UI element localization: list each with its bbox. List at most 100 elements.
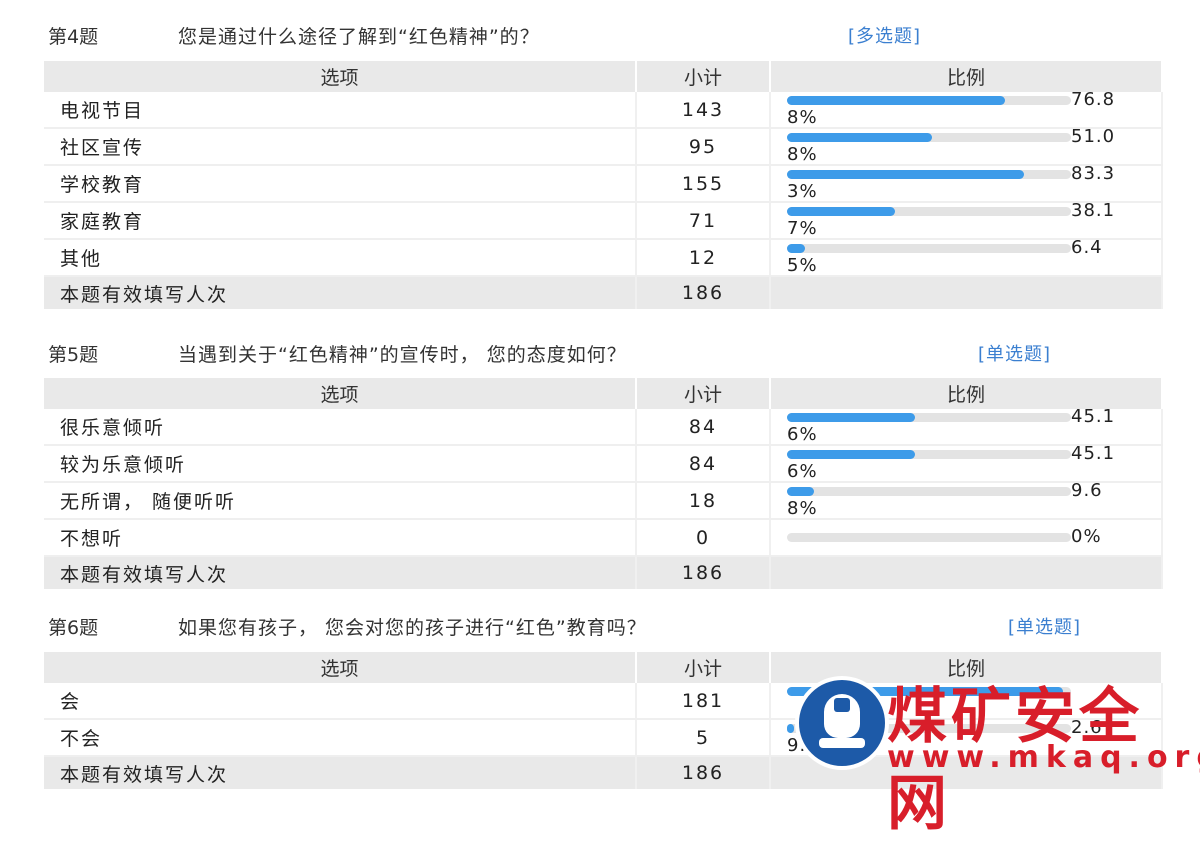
total-row: 本题有效填写人次 186	[44, 556, 1163, 589]
option-count: 84	[636, 409, 771, 446]
progress-bar-track	[787, 533, 1071, 542]
option-label: 其他	[44, 239, 637, 277]
progress-bar-fill	[787, 450, 916, 459]
question-type-label: [多选题]	[848, 26, 922, 47]
progress-bar-fill	[787, 724, 795, 733]
progress-bar-track	[787, 687, 1071, 696]
percent-bottom: 7%	[787, 218, 818, 239]
option-label: 会	[44, 683, 637, 720]
total-count: 186	[636, 276, 771, 309]
option-count: 12	[636, 239, 771, 277]
percent-top: 76.8	[1071, 89, 1116, 110]
percent-bottom: 8%	[787, 144, 818, 165]
ratio-cell: 0%	[770, 519, 1163, 557]
progress-bar-fill	[787, 170, 1024, 179]
question-number: 第4题	[48, 26, 99, 48]
table-row: 社区宣传 95 51.0 8%	[44, 126, 1163, 166]
ratio-cell: 76.8 8%	[770, 89, 1163, 129]
option-count: 5	[636, 719, 771, 757]
column-header-count: 小计	[636, 378, 771, 409]
ratio-cell: 45.1 6%	[770, 406, 1163, 446]
total-label: 本题有效填写人次	[44, 556, 637, 589]
question-text: 当遇到关于“红色精神”的宣传时， 您的态度如何？	[178, 344, 627, 366]
column-header-count: 小计	[636, 61, 771, 92]
total-label: 本题有效填写人次	[44, 756, 637, 789]
percent-bottom: 6%	[787, 424, 818, 445]
total-ratio-cell	[770, 556, 1163, 589]
percent-bottom: 8%	[787, 498, 818, 519]
option-count: 143	[636, 92, 771, 129]
percent-top: 38.1	[1071, 200, 1116, 221]
progress-bar-track	[787, 450, 1071, 459]
total-label: 本题有效填写人次	[44, 276, 637, 309]
question-number: 第6题	[48, 617, 99, 639]
option-count: 84	[636, 445, 771, 483]
progress-bar-fill	[787, 96, 1006, 105]
ratio-cell: 38.1 7%	[770, 200, 1163, 240]
option-label: 无所谓， 随便听听	[44, 482, 637, 520]
percent-bottom: 6%	[787, 461, 818, 482]
percent-top: 83.3	[1071, 163, 1116, 184]
percent-top: 9.6	[1071, 480, 1103, 501]
table-row: 家庭教育 71 38.1 7%	[44, 200, 1163, 240]
option-label: 不会	[44, 719, 637, 757]
column-header-option: 选项	[44, 378, 637, 409]
option-count: 71	[636, 202, 771, 240]
ratio-cell: 9.6 8%	[770, 480, 1163, 520]
progress-bar-fill	[787, 687, 1064, 696]
table-row: 学校教育 155 83.3 3%	[44, 163, 1163, 203]
column-header-ratio: 比例	[770, 378, 1163, 409]
question-text: 如果您有孩子， 您会对您的孩子进行“红色”教育吗？	[178, 617, 647, 639]
percent-top: 2.6	[1071, 717, 1103, 738]
question-4-table: 选项 小计 比例 电视节目 143 76.8 8% 社区宣传 95 51.0 8…	[44, 61, 1163, 309]
option-label: 社区宣传	[44, 128, 637, 166]
question-number: 第5题	[48, 344, 99, 366]
progress-bar-fill	[787, 487, 815, 496]
option-count: 18	[636, 482, 771, 520]
option-label: 家庭教育	[44, 202, 637, 240]
question-5-header: 第5题 当遇到关于“红色精神”的宣传时， 您的态度如何？ [单选题]	[48, 340, 1160, 368]
percent-top: 51.0	[1071, 126, 1116, 147]
percent-bottom: 3%	[787, 181, 818, 202]
option-label: 很乐意倾听	[44, 409, 637, 446]
total-row: 本题有效填写人次 186	[44, 276, 1163, 309]
question-text: 您是通过什么途径了解到“红色精神”的？	[178, 26, 540, 48]
total-count: 186	[636, 756, 771, 789]
option-count: 95	[636, 128, 771, 166]
total-ratio-cell	[770, 276, 1163, 309]
ratio-cell: 51.0 8%	[770, 126, 1163, 166]
watermark-url: www.mkaq.org	[887, 740, 1200, 775]
option-count: 181	[636, 683, 771, 720]
option-label: 学校教育	[44, 165, 637, 203]
progress-bar-track	[787, 96, 1071, 105]
progress-bar-track	[787, 413, 1071, 422]
option-label: 较为乐意倾听	[44, 445, 637, 483]
percent-bottom: 8%	[787, 107, 818, 128]
ratio-cell: 83.3 3%	[770, 163, 1163, 203]
progress-bar-track	[787, 170, 1071, 179]
column-header-count: 小计	[636, 652, 771, 683]
percent-top: 45.1	[1071, 443, 1116, 464]
progress-bar-track	[787, 724, 1071, 733]
progress-bar-fill	[787, 244, 806, 253]
progress-bar-track	[787, 133, 1071, 142]
table-row: 较为乐意倾听 84 45.1 6%	[44, 443, 1163, 483]
question-4-header: 第4题 您是通过什么途径了解到“红色精神”的？ [多选题]	[48, 22, 1160, 50]
progress-bar-track	[787, 244, 1071, 253]
table-row: 很乐意倾听 84 45.1 6%	[44, 406, 1163, 446]
table-row: 会 181	[44, 683, 1163, 720]
table-row: 不想听 0 0%	[44, 519, 1163, 557]
question-5-table: 选项 小计 比例 很乐意倾听 84 45.1 6% 较为乐意倾听 84 45.1…	[44, 378, 1163, 589]
option-label: 电视节目	[44, 92, 637, 129]
table-row: 其他 12 6.4 5%	[44, 237, 1163, 277]
ratio-cell: 45.1 6%	[770, 443, 1163, 483]
percent-top: 6.4	[1071, 237, 1103, 258]
progress-bar-track	[787, 207, 1071, 216]
option-count: 155	[636, 165, 771, 203]
percent-bottom: 5%	[787, 255, 818, 276]
progress-bar-track	[787, 487, 1071, 496]
ratio-cell: 6.4 5%	[770, 237, 1163, 277]
percent-top: 45.1	[1071, 406, 1116, 427]
question-6-header: 第6题 如果您有孩子， 您会对您的孩子进行“红色”教育吗？ [单选题]	[48, 613, 1160, 641]
column-header-option: 选项	[44, 61, 637, 92]
